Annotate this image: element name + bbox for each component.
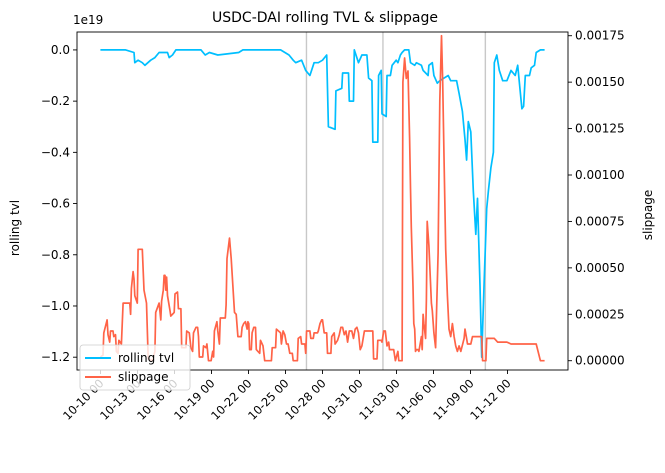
- y-axis-right-label: slippage: [641, 190, 655, 241]
- legend-label-slippage: slippage: [118, 370, 169, 384]
- y-left-tick-label: 0.0: [51, 43, 70, 57]
- left-axis-multiplier: 1e19: [73, 13, 103, 27]
- legend-box: [79, 344, 191, 391]
- y-left-tick-label: −0.8: [41, 248, 70, 262]
- y-axis-right: 0.00000 0.00025 0.00050 0.00075 0.00100 0.001…: [568, 29, 625, 368]
- y-left-tick-label: −1.0: [41, 299, 70, 313]
- series-line-rolling-tvl: [100, 49, 545, 359]
- vertical-markers: [305, 32, 487, 370]
- y-right-tick-label: 0.00000: [575, 354, 625, 368]
- y-right-tick-label: 0.00075: [575, 214, 625, 228]
- chart-title: USDC-DAI rolling TVL & slippage: [212, 10, 438, 26]
- legend-label-rolling-tvl: rolling tvl: [118, 351, 174, 365]
- y-left-tick-label: −1.2: [41, 350, 70, 364]
- y-right-tick-label: 0.00125: [575, 122, 625, 136]
- series-line-slippage: [99, 34, 545, 362]
- series-layer: [99, 34, 545, 362]
- y-axis-left-label: rolling tvl: [8, 200, 22, 256]
- y-left-tick-label: −0.2: [41, 94, 70, 108]
- y-right-tick-label: 0.00100: [575, 168, 625, 182]
- y-right-tick-label: 0.00050: [575, 261, 625, 275]
- y-axis-left: 0.0 −0.2 −0.4 −0.6 −0.8 −1.0 −1.2: [41, 43, 77, 364]
- legend: rolling tvl slippage: [79, 344, 191, 391]
- y-left-tick-label: −0.4: [41, 145, 70, 159]
- x-tick-label: 11-12 00: [467, 376, 513, 422]
- y-right-tick-label: 0.00175: [575, 29, 625, 43]
- y-right-tick-label: 0.00150: [575, 75, 625, 89]
- y-right-tick-label: 0.00025: [575, 307, 625, 321]
- y-left-tick-label: −0.6: [41, 197, 70, 211]
